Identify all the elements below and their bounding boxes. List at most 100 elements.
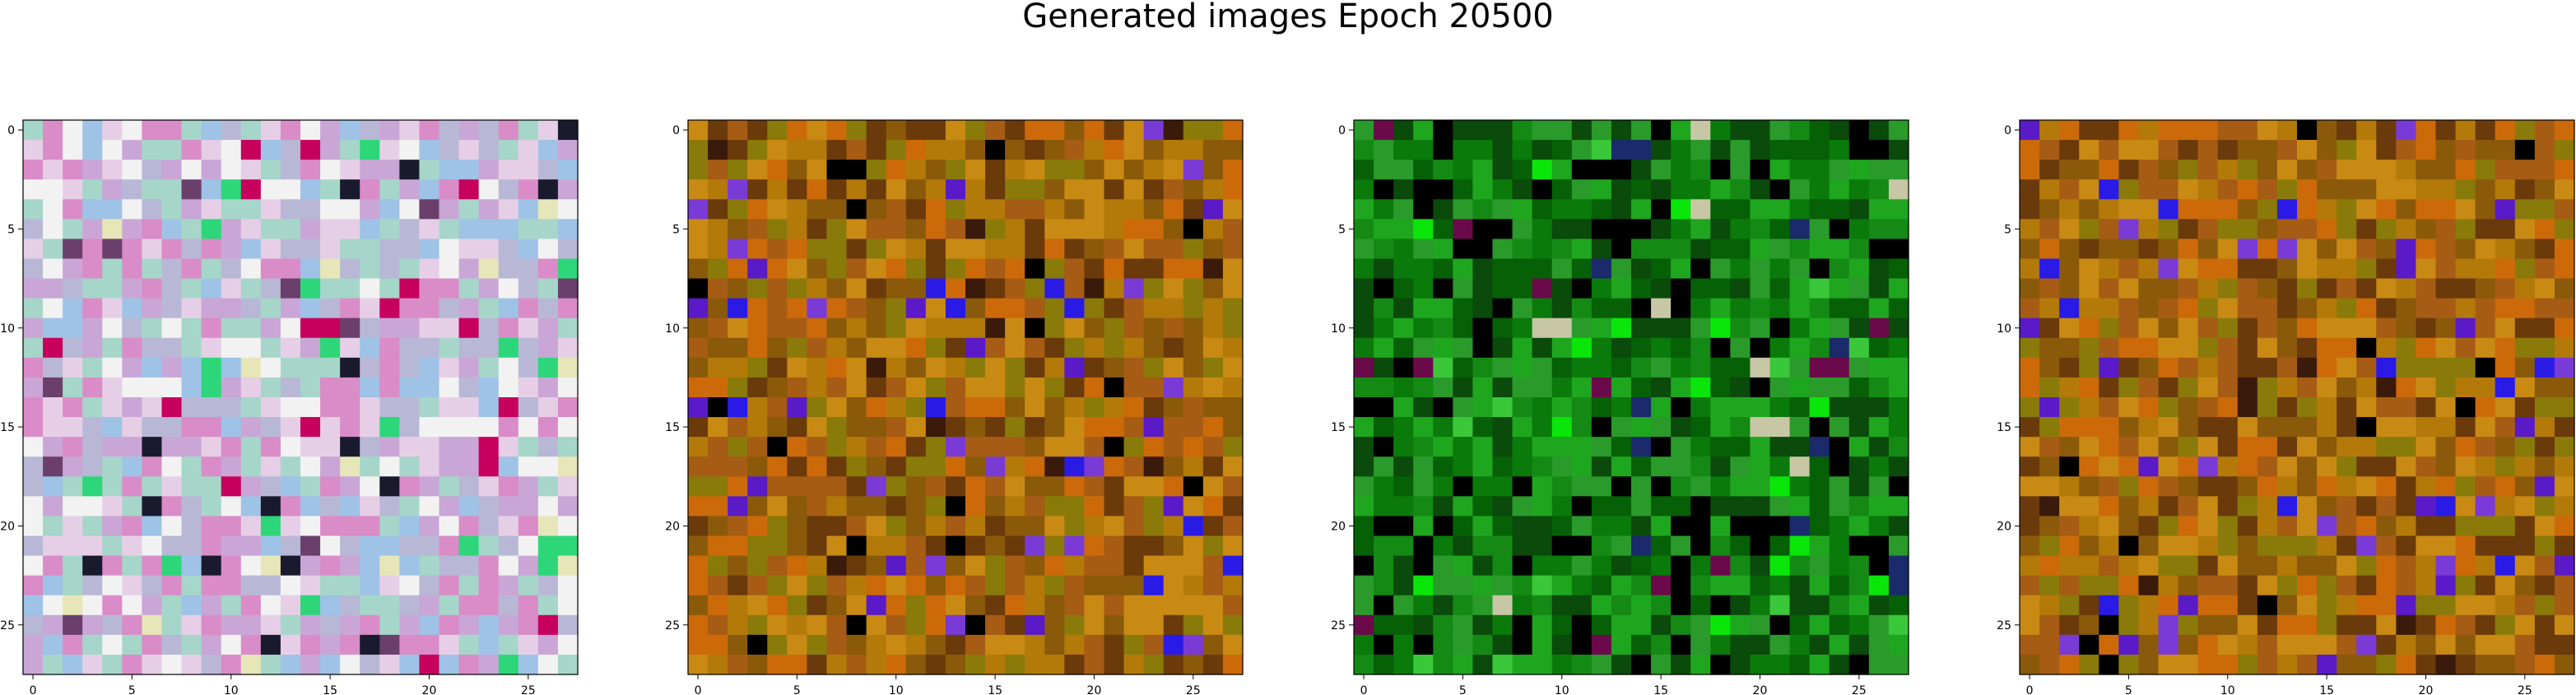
pixel-cell [63,654,83,675]
pixel-cell [142,654,163,675]
pixel-cell [965,199,986,220]
pixel-cell [1005,179,1025,200]
pixel-cell [498,239,519,260]
pixel-cell [2276,278,2298,299]
pixel-cell [320,219,341,240]
pixel-cell [2317,317,2337,339]
pixel-cell [2475,555,2496,577]
pixel-cell [161,614,183,636]
pixel-cell [2099,654,2119,675]
pixel-cell [300,555,321,577]
pixel-cell [2514,258,2536,280]
pixel-cell [240,516,262,537]
pixel-cell [2534,160,2555,180]
pixel-cell [2514,219,2536,240]
pixel-cell [2554,160,2575,180]
pixel-cell [2514,456,2536,477]
pixel-cell [102,654,123,675]
pixel-cell [102,298,123,319]
pixel-cell [2396,555,2417,577]
pixel-cell [161,160,183,180]
pixel-cell [2276,160,2298,180]
pixel-cell [340,595,360,616]
pixel-cell [340,377,360,398]
pixel-cell [2257,140,2278,160]
pixel-cell [2396,437,2417,457]
pixel-cell [399,555,421,577]
pixel-cell [379,456,400,477]
pixel-cell [2178,377,2199,398]
pixel-cell [2138,496,2160,517]
pixel-cell [63,397,83,418]
pixel-cell [221,140,242,160]
pixel-cell [2059,140,2080,160]
pixel-cell [2514,595,2536,616]
pixel-cell [1025,120,1045,141]
pixel-cell [945,179,966,200]
pixel-cell [886,160,907,180]
pixel-cell [360,614,380,636]
pixel-cell [2217,199,2239,220]
pixel-cell [181,456,202,477]
pixel-cell [2495,357,2516,378]
pixel-cell [43,397,63,418]
pixel-cell [2020,120,2040,141]
pixel-cell [458,496,480,517]
pixel-cell [2099,160,2119,180]
pixel-cell [2337,456,2357,477]
x-tick-label: 20 [422,684,437,695]
pixel-cell [2099,377,2119,398]
pixel-cell [399,516,421,537]
pixel-cell [2237,239,2258,260]
pixel-cell [102,219,123,240]
pixel-cell [142,219,163,240]
pixel-cell [2416,239,2437,260]
pixel-cell [1183,140,1204,160]
pixel-cell [2376,555,2397,577]
y-tick-label: 5 [2004,223,2011,236]
pixel-cell [2297,258,2318,280]
pixel-cell [478,614,500,636]
pixel-cell [2337,337,2357,359]
pixel-cell [2435,179,2457,200]
pixel-cell [379,575,400,596]
pixel-cell [142,397,163,418]
pixel-cell [63,437,83,457]
pixel-cell [2158,337,2179,359]
pixel-cell [63,377,83,398]
pixel-cell [82,298,103,319]
pixel-cell [2079,476,2099,497]
pixel-cell [122,595,143,616]
pixel-cell [2317,337,2337,359]
pixel-cell [2317,160,2337,180]
pixel-cell [557,377,579,398]
pixel-cell [2059,258,2080,280]
pixel-cell [181,357,202,378]
pixel-cell [945,199,966,220]
pixel-cell [2138,298,2160,319]
pixel-cell [2138,258,2160,280]
pixel-cell [82,516,103,537]
pixel-cell [221,377,242,398]
pixel-cell [379,140,400,160]
pixel-cell [2356,437,2377,457]
pixel-cell [2079,298,2099,319]
pixel-cell [557,239,579,260]
pixel-cell [260,516,281,537]
pixel-cell [2059,614,2080,636]
pixel-cell [142,535,163,557]
pixel-cell [537,456,559,477]
pixel-cell [181,555,202,577]
pixel-cell [2059,199,2080,220]
pixel-cell [2356,595,2377,616]
pixel-cell [498,140,519,160]
pixel-cell [2020,317,2040,339]
pixel-cell [2178,219,2199,240]
pixel-cell [399,496,421,517]
pixel-cell [2376,575,2397,596]
pixel-cell [1123,179,1145,200]
pixel-cell [340,140,360,160]
pixel-cell [2337,595,2357,616]
pixel-cell [280,337,301,359]
pixel-cell [2079,654,2099,675]
